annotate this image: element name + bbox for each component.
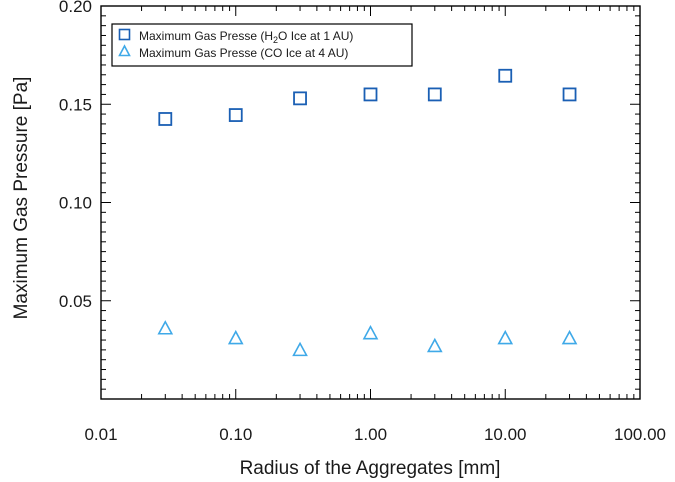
data-point-triangle <box>497 329 514 345</box>
legend-entry-co: Maximum Gas Presse (CO Ice at 4 AU) <box>139 46 348 60</box>
data-point-square <box>293 91 307 106</box>
data-point-triangle <box>157 320 174 335</box>
x-axis-label: Radius of the Aggregates [mm] <box>240 458 501 479</box>
x-tick-label: 100.00 <box>614 425 666 444</box>
y-tick-label: 0.20 <box>59 0 92 16</box>
legend-h2o-main: Maximum Gas Presse (H <box>139 29 273 43</box>
data-point-square <box>498 68 513 83</box>
legend-h2o-subscript: 2 <box>273 35 278 45</box>
data-markers <box>157 68 578 357</box>
data-point-triangle <box>362 324 379 340</box>
data-point-triangle <box>426 337 443 353</box>
x-tick-label: 0.10 <box>219 425 252 444</box>
legend: Maximum Gas Presse (H2O Ice at 1 AU) Max… <box>111 23 413 67</box>
data-point-square <box>562 87 577 102</box>
x-tick-label: 0.01 <box>84 425 117 444</box>
x-tick-label: 1.00 <box>354 425 387 444</box>
x-axis-ticks: 0.01 0.10 1.00 10.00 100.00 <box>84 6 666 444</box>
y-axis-ticks: 0.05 0.10 0.15 0.20 <box>59 0 640 390</box>
y-tick-label: 0.15 <box>59 95 92 114</box>
x-tick-label: 10.00 <box>484 425 527 444</box>
data-point-square <box>158 112 173 126</box>
data-point-triangle <box>227 329 244 345</box>
legend-marker-square <box>118 28 131 41</box>
legend-entry-h2o: Maximum Gas Presse (H2O Ice at 1 AU) <box>139 29 353 45</box>
y-tick-label: 0.10 <box>59 194 92 213</box>
data-point-square <box>427 87 442 102</box>
legend-box <box>111 23 413 67</box>
legend-h2o-tail: O Ice at 1 AU) <box>278 29 353 43</box>
y-tick-label: 0.05 <box>59 292 92 311</box>
legend-marker-triangle <box>118 44 131 57</box>
y-axis-label: Maximum Gas Pressure [Pa] <box>11 77 32 320</box>
data-point-triangle <box>292 341 308 357</box>
data-point-triangle <box>561 329 578 345</box>
data-point-square <box>363 87 378 102</box>
data-point-square <box>228 108 243 122</box>
